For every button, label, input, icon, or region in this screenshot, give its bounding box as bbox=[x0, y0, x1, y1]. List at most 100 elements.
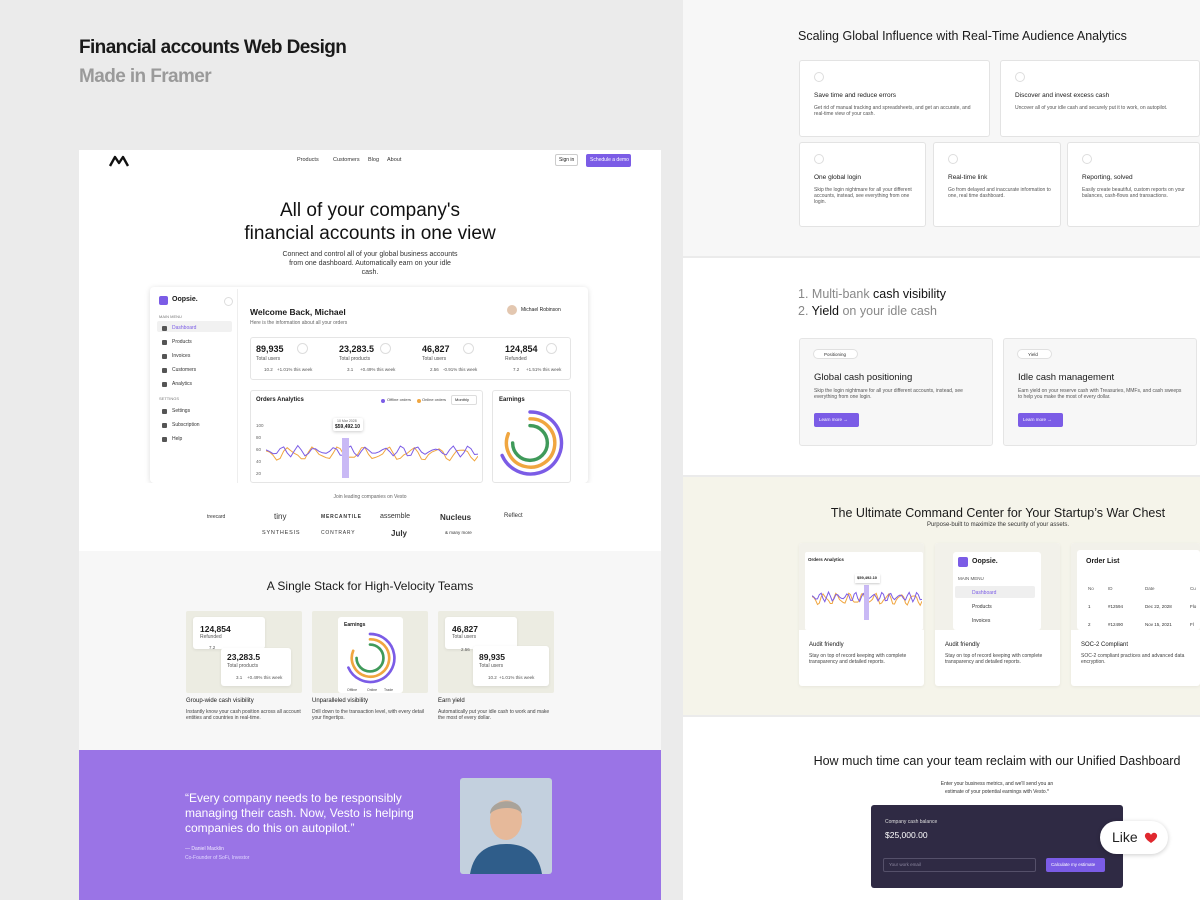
orders-chart bbox=[342, 438, 349, 478]
order-cell: Nov 15, 2021 bbox=[1145, 622, 1172, 627]
subtitle: Made in Framer bbox=[79, 66, 212, 87]
stack-card-text: Instantly know your cash position across… bbox=[186, 709, 301, 721]
section-title: How much time can your team reclaim with… bbox=[813, 754, 1181, 768]
logo-name: Nucleus bbox=[440, 513, 472, 522]
menu-icon bbox=[162, 353, 167, 359]
earnings-title: Earnings bbox=[499, 397, 525, 403]
widget-rings bbox=[347, 632, 396, 684]
hero-text: from one dashboard. Automatically earn o… bbox=[289, 260, 451, 267]
widget-legend: Online bbox=[367, 688, 378, 692]
feature-icon bbox=[814, 72, 824, 82]
earnings-rings bbox=[504, 417, 557, 469]
hero-title: All of your company's bbox=[280, 200, 460, 221]
menu-item[interactable]: Products bbox=[172, 339, 192, 345]
logo-name: CONTRARY bbox=[321, 530, 356, 536]
calculator-text: Enter your business metrics, and we'll s… bbox=[940, 781, 1054, 787]
email-input[interactable] bbox=[883, 858, 1036, 872]
stack-card-text: Drill down to the transaction level, wit… bbox=[312, 709, 424, 721]
order-cell: 1 bbox=[1088, 604, 1091, 609]
widget-chart bbox=[812, 585, 922, 620]
calculate-button[interactable] bbox=[1046, 858, 1105, 872]
tooltip bbox=[855, 574, 880, 583]
cta-button[interactable] bbox=[586, 154, 631, 167]
section-subtitle: Purpose-built to maximize the security o… bbox=[926, 522, 1070, 528]
menu-item[interactable]: Subscription bbox=[172, 422, 200, 428]
portrait bbox=[490, 800, 522, 840]
y-tick: 20 bbox=[256, 471, 262, 476]
visibility-line: 2. Yield on your idle cash bbox=[798, 304, 937, 319]
feature-icon bbox=[1082, 154, 1092, 164]
hero-title: financial accounts in one view bbox=[244, 223, 496, 244]
quote-author: — Daniel Macklin bbox=[185, 846, 224, 852]
logo-name: & many more bbox=[445, 530, 472, 535]
menu-item[interactable]: Analytics bbox=[172, 381, 193, 387]
widget-label: Total users bbox=[479, 663, 504, 669]
nav-link[interactable]: Blog bbox=[368, 157, 380, 163]
nav-link[interactable]: Products bbox=[297, 157, 319, 163]
menu-item: Dashboard bbox=[972, 590, 997, 596]
quote-section bbox=[79, 750, 661, 900]
learn-more-button[interactable] bbox=[1018, 413, 1063, 427]
feature-title: One global login bbox=[814, 174, 861, 181]
menu-item: Invoices bbox=[972, 618, 991, 624]
widget-delta: 2.56 bbox=[461, 647, 470, 652]
visibility-highlight: Yield bbox=[811, 304, 843, 318]
stack-card-title: Group-wide cash visibility bbox=[186, 698, 254, 704]
menu-item: Products bbox=[972, 604, 992, 610]
earnings-rings bbox=[500, 410, 564, 476]
stack-card-title: Earn yield bbox=[438, 698, 465, 704]
menu-item[interactable]: Settings bbox=[172, 408, 191, 414]
stat-label: Total products bbox=[339, 356, 371, 362]
feature-title: Discover and invest excess cash bbox=[1015, 92, 1110, 99]
menu-item[interactable]: Customers bbox=[172, 367, 197, 373]
welcome-sub: Here is the information about all your o… bbox=[250, 320, 348, 326]
nav-link[interactable]: About bbox=[387, 157, 402, 163]
earnings-rings bbox=[500, 410, 564, 476]
logo-name: treecard bbox=[207, 514, 226, 520]
widget-title: Orders Analytics bbox=[808, 557, 844, 562]
learn-more-label: Learn more → bbox=[819, 417, 848, 422]
menu-item[interactable]: Help bbox=[172, 436, 183, 442]
learn-more-button[interactable] bbox=[814, 413, 859, 427]
orders-chart bbox=[266, 420, 478, 478]
stack-card-title: Unparalleled visibility bbox=[312, 698, 369, 704]
feature-text: Get rid of manual tracking and spreadshe… bbox=[814, 105, 971, 117]
signin-button[interactable] bbox=[555, 154, 578, 166]
widget-delta: 10.2 bbox=[488, 675, 497, 680]
collapse-button[interactable] bbox=[224, 297, 233, 306]
menu-active bbox=[955, 586, 1035, 598]
visibility-text: Earn yield on your reserve cash with Tre… bbox=[1018, 388, 1182, 400]
like-heart bbox=[1144, 832, 1158, 843]
command-text: SOC-2 compliant practices and advanced d… bbox=[1081, 653, 1185, 665]
visibility-rest: cash visibility bbox=[873, 287, 946, 301]
stat-label: Total users bbox=[422, 356, 447, 362]
widget-delta: 7.2 bbox=[209, 645, 216, 650]
like-heart bbox=[1144, 831, 1158, 844]
stat-change: +1.51% this week bbox=[526, 367, 562, 372]
portrait bbox=[490, 801, 522, 814]
widget-label: Refunded bbox=[200, 634, 222, 640]
visibility-number: 2. bbox=[798, 304, 812, 318]
brand-icon bbox=[958, 557, 968, 567]
menu-active bbox=[157, 321, 232, 332]
menu-item[interactable]: Dashboard bbox=[172, 325, 197, 331]
order-header: No bbox=[1088, 586, 1094, 591]
widget-rings bbox=[350, 637, 391, 679]
period-select[interactable] bbox=[451, 395, 477, 405]
brand: Oopsie. bbox=[972, 558, 998, 565]
orders-panel bbox=[250, 390, 483, 483]
tooltip-value: $59,492.10 bbox=[335, 424, 361, 430]
widget-label: Total users bbox=[452, 634, 477, 640]
feature-text: Go from delayed and inaccurate informati… bbox=[948, 187, 1051, 199]
widget bbox=[338, 617, 403, 693]
menu-item[interactable]: Invoices bbox=[172, 353, 191, 359]
command-text: Stay on top of record keeping with compl… bbox=[945, 653, 1043, 665]
nav-link[interactable]: Customers bbox=[333, 157, 360, 163]
order-header: ID bbox=[1108, 586, 1113, 591]
stat-change: +0.49% this week bbox=[360, 367, 396, 372]
logo bbox=[108, 155, 130, 167]
widget-rings bbox=[347, 632, 396, 684]
logo bbox=[108, 155, 130, 167]
earnings-rings bbox=[496, 408, 568, 483]
widget bbox=[193, 617, 265, 649]
